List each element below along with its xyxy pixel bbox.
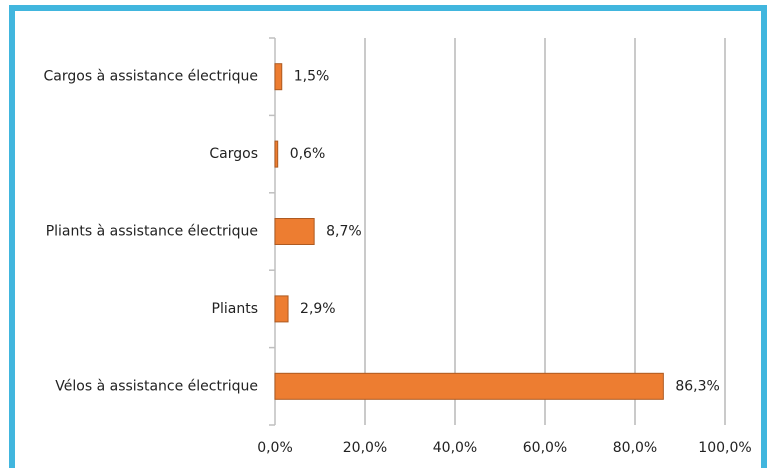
bar bbox=[274, 218, 315, 245]
bar bbox=[274, 63, 283, 91]
bar bbox=[274, 295, 289, 323]
x-tick-label: 80,0% bbox=[613, 440, 657, 456]
bar bbox=[274, 372, 664, 400]
y-tick-label: Pliants à assistance électrique bbox=[46, 224, 258, 240]
data-label: 8,7% bbox=[326, 224, 362, 240]
y-tick-label: Vélos à assistance électrique bbox=[55, 378, 258, 394]
x-tick-label: 100,0% bbox=[698, 440, 751, 456]
y-tick-label: Pliants bbox=[212, 301, 258, 317]
data-label: 1,5% bbox=[294, 69, 330, 85]
y-tick-label: Cargos à assistance électrique bbox=[44, 69, 258, 85]
x-tick-label: 20,0% bbox=[343, 440, 387, 456]
x-tick-label: 0,0% bbox=[257, 440, 293, 456]
y-tick-label: Cargos bbox=[209, 146, 258, 162]
frame-border bbox=[9, 5, 767, 468]
x-tick-label: 40,0% bbox=[433, 440, 477, 456]
x-tick-label: 60,0% bbox=[523, 440, 567, 456]
data-label: 0,6% bbox=[290, 146, 326, 162]
data-label: 86,3% bbox=[675, 378, 719, 394]
data-label: 2,9% bbox=[300, 301, 336, 317]
bar bbox=[274, 140, 279, 168]
